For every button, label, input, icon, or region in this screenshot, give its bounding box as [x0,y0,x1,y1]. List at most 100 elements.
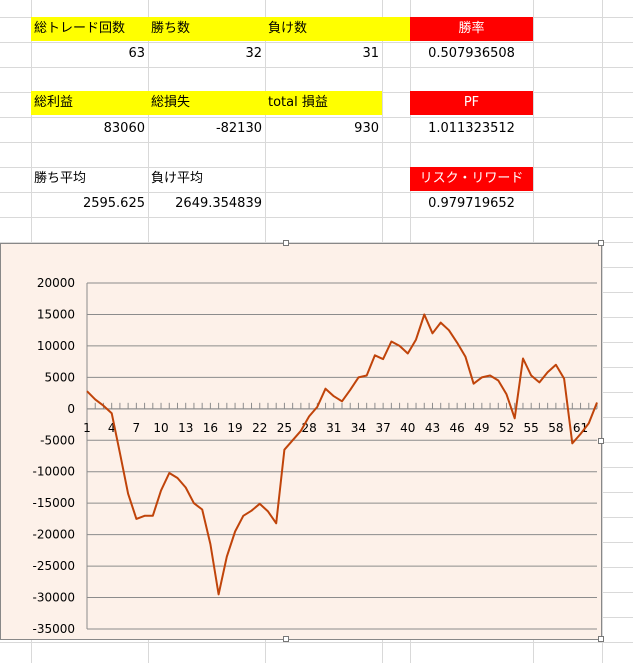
x-tick-label: 46 [450,421,465,435]
data-point[interactable] [545,370,550,375]
data-point[interactable] [372,353,377,358]
chart-resize-handle-top-right[interactable] [598,240,604,246]
pf-label[interactable]: PF [410,91,533,115]
data-point[interactable] [463,354,468,359]
data-point[interactable] [290,438,295,443]
data-point[interactable] [85,389,90,394]
data-point[interactable] [241,513,246,518]
gross-loss-label[interactable]: 総損失 [148,91,265,115]
data-point[interactable] [183,485,188,490]
total-pl-label[interactable]: total 損益 [265,91,382,115]
x-tick-label: 16 [203,421,218,435]
wins-label[interactable]: 勝ち数 [148,17,265,41]
losses-value[interactable]: 31 [362,46,379,61]
chart-resize-handle-right[interactable] [598,438,604,444]
equity-chart[interactable]: 20000 15000 10000 5000 0 -5000 -10000 -15000 -20… [0,243,602,640]
win-rate-value[interactable]: 0.507936508 [428,46,515,61]
gross-loss-value[interactable]: -82130 [215,121,262,136]
data-point[interactable] [159,488,164,493]
data-point[interactable] [109,411,114,416]
data-point[interactable] [553,362,558,367]
data-point[interactable] [167,470,172,475]
data-point[interactable] [126,491,131,496]
x-tick-label: 55 [524,421,539,435]
data-point[interactable] [438,320,443,325]
x-tick-label: 13 [178,421,193,435]
data-point[interactable] [570,441,575,446]
data-point[interactable] [446,328,451,333]
data-point[interactable] [224,554,229,559]
data-point[interactable] [562,376,567,381]
data-point[interactable] [397,343,402,348]
avg-loss-value[interactable]: 2649.354839 [175,196,262,211]
data-point[interactable] [595,400,600,405]
y-tick-label: -30000 [32,591,75,605]
pf-value[interactable]: 1.011323512 [428,121,515,136]
gross-profit-label[interactable]: 総利益 [31,91,148,115]
data-point[interactable] [586,421,591,426]
data-point[interactable] [331,394,336,399]
data-point[interactable] [471,381,476,386]
chart-resize-handle-bottom[interactable] [283,636,289,642]
risk-reward-label[interactable]: リスク・リワード [410,167,533,191]
data-point[interactable] [323,386,328,391]
wins-value[interactable]: 32 [245,46,262,61]
data-point[interactable] [298,428,303,433]
avg-win-label[interactable]: 勝ち平均 [34,171,87,186]
avg-loss-label[interactable]: 負け平均 [151,171,204,186]
data-point[interactable] [578,431,583,436]
data-point[interactable] [257,501,262,506]
total-trades-label[interactable]: 総トレード回数 [31,17,148,41]
data-point[interactable] [364,373,369,378]
data-point[interactable] [422,312,427,317]
series-line[interactable] [86,313,598,596]
total-trades-value[interactable]: 63 [128,46,145,61]
data-point[interactable] [265,509,270,514]
data-point[interactable] [307,414,312,419]
data-point[interactable] [191,501,196,506]
chart-resize-handle-top[interactable] [283,240,289,246]
data-point[interactable] [348,387,353,392]
data-point[interactable] [389,339,394,344]
data-point[interactable] [233,529,238,534]
data-point[interactable] [274,521,279,526]
data-point[interactable] [150,513,155,518]
x-tick-label: 4 [108,421,116,435]
chart-resize-handle-bottom-right[interactable] [598,636,604,642]
data-point[interactable] [282,447,287,452]
data-point[interactable] [430,331,435,336]
data-point[interactable] [175,476,180,481]
data-point[interactable] [520,356,525,361]
data-point[interactable] [101,403,106,408]
data-point[interactable] [249,508,254,513]
data-point[interactable] [208,542,213,547]
avg-win-value[interactable]: 2595.625 [82,196,145,211]
data-point[interactable] [340,399,345,404]
data-point[interactable] [216,592,221,597]
x-tick-label: 61 [573,421,588,435]
data-point[interactable] [496,378,501,383]
data-point[interactable] [488,373,493,378]
losses-label[interactable]: 負け数 [265,17,410,41]
data-point[interactable] [504,392,509,397]
data-point[interactable] [479,375,484,380]
data-point[interactable] [200,507,205,512]
data-point[interactable] [512,416,517,421]
data-point[interactable] [93,397,98,402]
data-point[interactable] [356,375,361,380]
data-point[interactable] [117,450,122,455]
win-rate-label[interactable]: 勝率 [410,17,533,41]
data-point[interactable] [134,516,139,521]
data-point[interactable] [381,357,386,362]
gross-profit-value[interactable]: 83060 [103,121,145,136]
data-point[interactable] [315,404,320,409]
data-point[interactable] [405,351,410,356]
data-point[interactable] [142,513,147,518]
data-point[interactable] [455,340,460,345]
total-pl-value[interactable]: 930 [354,121,379,136]
data-point[interactable] [537,380,542,385]
risk-reward-value[interactable]: 0.979719652 [428,196,515,211]
data-point[interactable] [414,337,419,342]
data-point[interactable] [529,373,534,378]
y-tick-label: 10000 [37,339,75,353]
